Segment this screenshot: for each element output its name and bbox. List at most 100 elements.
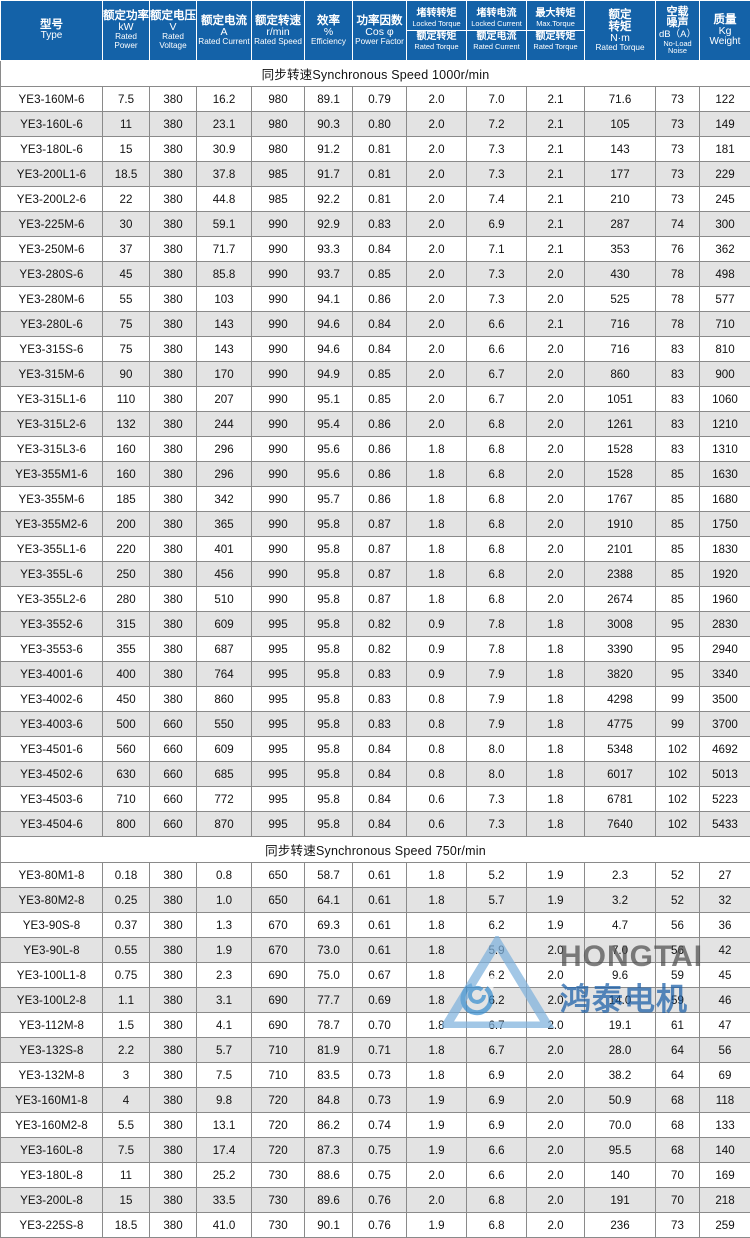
cell-value: 0.8 (197, 863, 252, 888)
cell-value: 22 (103, 187, 150, 212)
cell-value: 2.0 (407, 237, 467, 262)
cell-value: 380 (150, 863, 197, 888)
cell-value: 0.84 (353, 737, 407, 762)
cell-value: 0.70 (353, 1013, 407, 1038)
cell-value: 685 (197, 762, 252, 787)
cell-model: YE3-80M1-8 (1, 863, 103, 888)
cell-value: 990 (252, 537, 305, 562)
section-title: 同步转速Synchronous Speed 750r/min (1, 837, 750, 863)
cell-value: 8.0 (467, 762, 527, 787)
col-header-efficiency-cn: 效率 (305, 14, 352, 27)
cell-value: 88.6 (305, 1163, 353, 1188)
col-header-power-factor: 功率因数 Cos φ Power Factor (353, 1, 407, 61)
cell-value: 764 (197, 662, 252, 687)
cell-value: 995 (252, 812, 305, 837)
cell-value: 380 (150, 412, 197, 437)
rated-current-cn: 额定电流 (467, 32, 526, 43)
cell-value: 44.8 (197, 187, 252, 212)
cell-value: 720 (252, 1113, 305, 1138)
cell-value: 1.8 (407, 537, 467, 562)
cell-value: 995 (252, 662, 305, 687)
cell-value: 0.87 (353, 512, 407, 537)
cell-value: 0.84 (353, 812, 407, 837)
cell-value: 2.0 (527, 1088, 585, 1113)
cell-value: 380 (150, 212, 197, 237)
cell-value: 95.6 (305, 462, 353, 487)
cell-value: 2.0 (527, 562, 585, 587)
cell-value: 95.8 (305, 687, 353, 712)
cell-value: 6.8 (467, 562, 527, 587)
cell-value: 6.8 (467, 587, 527, 612)
cell-value: 315 (103, 612, 150, 637)
cell-value: 380 (150, 262, 197, 287)
cell-value: 6.9 (467, 1113, 527, 1138)
cell-value: 30 (103, 212, 150, 237)
cell-value: 58.7 (305, 863, 353, 888)
cell-value: 30.9 (197, 137, 252, 162)
cell-value: 170 (197, 362, 252, 387)
cell-value: 7.3 (467, 812, 527, 837)
cell-value: 0.85 (353, 387, 407, 412)
cell-value: 2.3 (585, 863, 656, 888)
col-header-rated-voltage-en: Rated Voltage (150, 33, 196, 51)
cell-model: YE3-4504-6 (1, 812, 103, 837)
cell-value: 0.37 (103, 913, 150, 938)
col-header-noise-en: No-Load Noise (656, 40, 699, 56)
col-header-rated-current-cn: 额定电流 (197, 14, 251, 27)
cell-value: 660 (150, 712, 197, 737)
cell-value: 64 (656, 1038, 700, 1063)
cell-value: 380 (150, 312, 197, 337)
cell-value: 7.5 (103, 1138, 150, 1163)
cell-value: 207 (197, 387, 252, 412)
cell-model: YE3-132S-8 (1, 1038, 103, 1063)
cell-value: 1.8 (527, 687, 585, 712)
cell-model: YE3-200L2-6 (1, 187, 103, 212)
cell-value: 2.1 (527, 187, 585, 212)
cell-value: 70.0 (585, 1113, 656, 1138)
cell-value: 99 (656, 687, 700, 712)
cell-value: 1920 (700, 562, 750, 587)
cell-value: 73 (656, 87, 700, 112)
cell-value: 95.8 (305, 512, 353, 537)
cell-model: YE3-3553-6 (1, 637, 103, 662)
cell-value: 1060 (700, 387, 750, 412)
cell-value: 990 (252, 237, 305, 262)
cell-value: 0.76 (353, 1213, 407, 1238)
col-header-locked-current-ratio: 堵转电流 Locked Current 额定电流 Rated Current (467, 1, 527, 61)
cell-value: 670 (252, 913, 305, 938)
cell-value: 1.5 (103, 1013, 150, 1038)
cell-value: 985 (252, 187, 305, 212)
cell-value: 720 (252, 1138, 305, 1163)
cell-value: 0.83 (353, 212, 407, 237)
cell-value: 380 (150, 87, 197, 112)
cell-value: 2.0 (407, 1163, 467, 1188)
cell-value: 0.55 (103, 938, 150, 963)
cell-value: 990 (252, 437, 305, 462)
cell-value: 78.7 (305, 1013, 353, 1038)
cell-value: 0.67 (353, 963, 407, 988)
col-header-locked-torque-top: 堵转转矩 Locked Torque (407, 8, 466, 31)
cell-value: 25.2 (197, 1163, 252, 1188)
cell-value: 1.3 (197, 913, 252, 938)
cell-value: 2830 (700, 612, 750, 637)
cell-value: 36 (700, 913, 750, 938)
cell-value: 2.0 (407, 337, 467, 362)
cell-value: 380 (150, 913, 197, 938)
col-header-rated-power-en: Rated Power (103, 33, 149, 51)
cell-value: 380 (150, 1138, 197, 1163)
cell-model: YE3-132M-8 (1, 1063, 103, 1088)
cell-value: 380 (150, 587, 197, 612)
cell-value: 380 (150, 487, 197, 512)
cell-value: 3390 (585, 637, 656, 662)
cell-value: 995 (252, 612, 305, 637)
cell-value: 7.5 (197, 1063, 252, 1088)
cell-value: 59 (656, 963, 700, 988)
cell-value: 2.0 (527, 437, 585, 462)
cell-value: 3340 (700, 662, 750, 687)
cell-value: 0.73 (353, 1088, 407, 1113)
cell-value: 68 (656, 1113, 700, 1138)
